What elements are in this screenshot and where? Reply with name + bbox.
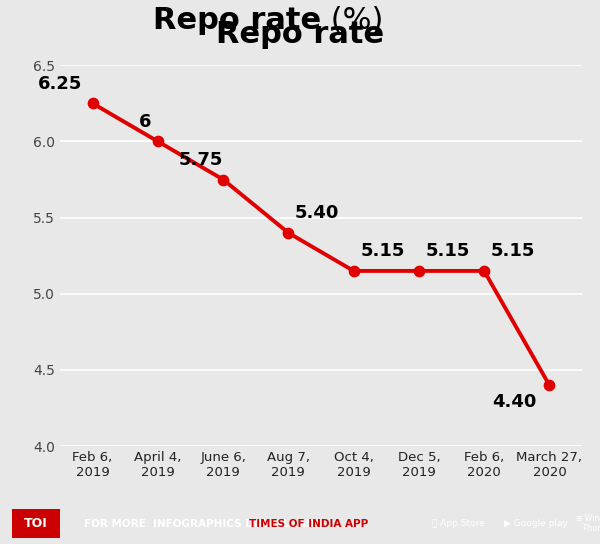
- Text: ⊞ Windows
   Phone: ⊞ Windows Phone: [576, 514, 600, 533]
- Point: [479, 267, 489, 275]
- Point: [284, 228, 293, 237]
- Text: 5.75: 5.75: [179, 151, 223, 169]
- Point: [153, 137, 163, 146]
- Text: 6.25: 6.25: [38, 75, 82, 92]
- Text: (%): (%): [321, 6, 383, 35]
- Text: 5.40: 5.40: [295, 204, 339, 222]
- Text: ▶ Google play: ▶ Google play: [504, 519, 568, 528]
- Text: FOR MORE  INFOGRAPHICS DOWNLOAD: FOR MORE INFOGRAPHICS DOWNLOAD: [84, 518, 318, 529]
- Point: [88, 99, 97, 108]
- Text: 🍎 App Store: 🍎 App Store: [432, 519, 485, 528]
- Point: [218, 175, 228, 184]
- Text: 5.15: 5.15: [491, 242, 535, 260]
- Text: 6: 6: [139, 113, 151, 131]
- Point: [414, 267, 424, 275]
- Text: Repo rate: Repo rate: [216, 20, 384, 49]
- Text: 4.40: 4.40: [492, 393, 536, 411]
- Text: 5.15: 5.15: [425, 242, 470, 260]
- Text: Repo rate: Repo rate: [153, 6, 321, 35]
- Text: TIMES OF INDIA APP: TIMES OF INDIA APP: [249, 518, 368, 529]
- FancyBboxPatch shape: [12, 509, 60, 538]
- Point: [545, 381, 554, 390]
- Text: TOI: TOI: [24, 517, 48, 530]
- Text: 5.15: 5.15: [360, 242, 404, 260]
- Point: [349, 267, 358, 275]
